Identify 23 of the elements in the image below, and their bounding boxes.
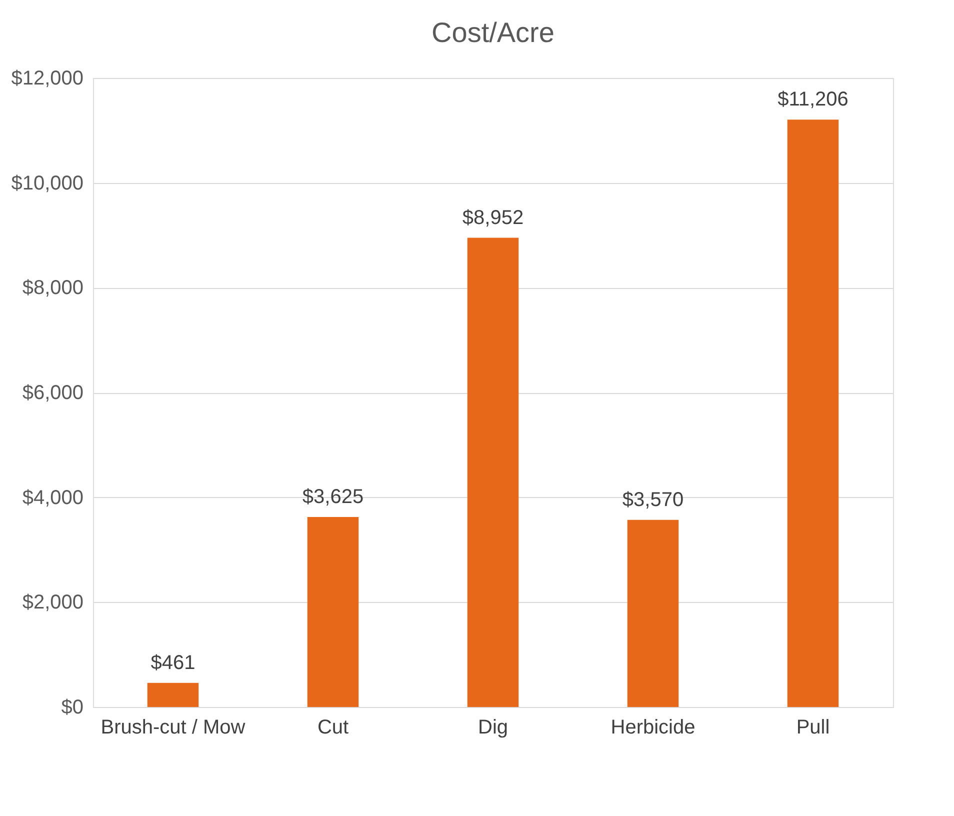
y-tick-label: $2,000 — [22, 592, 84, 614]
y-tick-label: $6,000 — [22, 382, 84, 404]
y-tick-label: $4,000 — [22, 486, 84, 509]
bar — [307, 516, 359, 707]
data-label: $11,206 — [778, 88, 848, 111]
y-tick-label: $8,000 — [22, 277, 84, 300]
data-label: $461 — [150, 652, 196, 674]
x-tick-label: Pull — [796, 716, 830, 738]
data-label: $8,952 — [462, 206, 524, 229]
x-tick-label: Herbicide — [610, 716, 696, 738]
bar — [147, 682, 199, 707]
chart-title: Cost/Acre — [432, 17, 554, 48]
x-tick-label: Dig — [478, 716, 508, 738]
y-tick-label: $12,000 — [11, 68, 84, 90]
data-label: $3,625 — [302, 486, 364, 508]
bar — [627, 520, 679, 707]
bar — [787, 120, 839, 707]
x-tick-label: Cut — [317, 716, 350, 738]
bar — [467, 238, 519, 707]
y-tick-label: $0 — [61, 696, 84, 718]
y-tick-label: $10,000 — [11, 172, 84, 194]
data-label: $3,570 — [622, 488, 684, 511]
x-tick-label: Brush-cut / Mow — [100, 716, 246, 738]
